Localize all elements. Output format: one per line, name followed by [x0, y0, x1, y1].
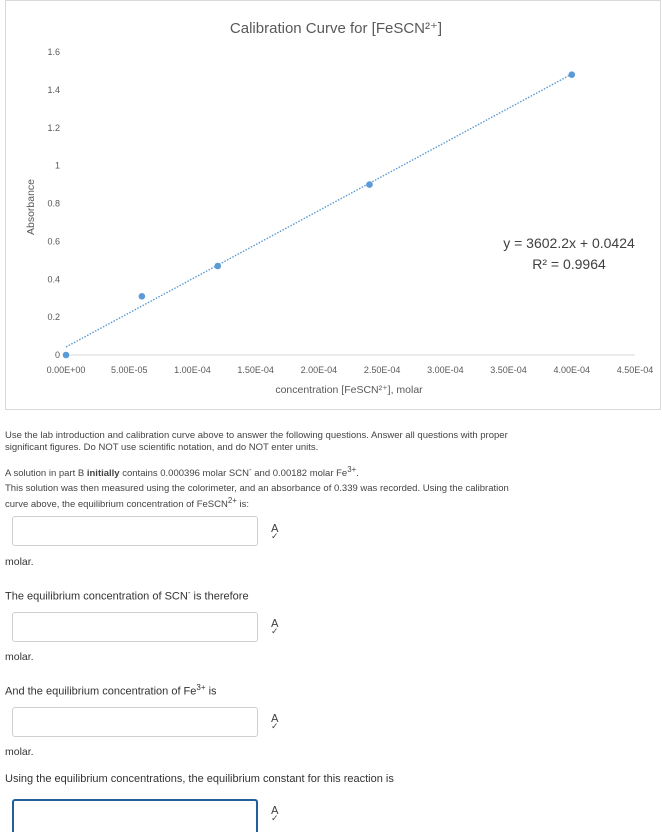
spellcheck-icon[interactable]: A ✓ — [271, 712, 279, 732]
question-k: Using the equilibrium concentrations, th… — [5, 773, 394, 785]
fe-charge: 3+ — [347, 465, 357, 474]
data-point — [366, 181, 373, 188]
question-scn: The equilibrium concentration of SCN- is… — [5, 587, 249, 603]
calibration-chart: Calibration Curve for [FeSCN²⁺] Absorban… — [5, 0, 661, 410]
x-tick-label: 2.50E-04 — [364, 365, 401, 375]
instructions-text: Use the lab introduction and calibration… — [5, 430, 508, 453]
question-scn-text-1: The equilibrium concentration of SCN — [5, 590, 188, 603]
fe-charge-2: 3+ — [196, 683, 206, 692]
spellcheck-icon[interactable]: A ✓ — [271, 617, 279, 637]
x-tick-label: 1.00E-04 — [174, 365, 211, 375]
part-b-text-1: A solution in part B — [5, 468, 87, 480]
answer-input-fescn[interactable] — [12, 516, 258, 546]
question-fe-text-1: And the equilibrium concentration of Fe — [5, 685, 197, 698]
y-tick-label: 1.4 — [47, 85, 60, 95]
spellcheck-icon[interactable]: A ✓ — [271, 804, 279, 824]
x-tick-label: 3.50E-04 — [490, 365, 527, 375]
chart-title: Calibration Curve for [FeSCN²⁺] — [230, 20, 442, 37]
x-axis-label: concentration [FeSCN²⁺], molar — [275, 384, 423, 396]
data-point — [62, 351, 70, 359]
x-tick-label: 3.00E-04 — [427, 365, 464, 375]
initially-emphasis: initially — [86, 468, 120, 480]
unit-label-1: molar. — [5, 556, 34, 568]
data-point — [138, 292, 146, 300]
y-tick-label: 0 — [55, 350, 60, 360]
part-b-text-4: . — [356, 468, 359, 480]
answer-input-k[interactable] — [12, 799, 258, 832]
unit-label-3: molar. — [5, 746, 34, 758]
answer-input-fe[interactable] — [12, 707, 258, 737]
x-tick-label: 2.00E-04 — [301, 365, 338, 375]
measurement-text: This solution was then measured using th… — [5, 483, 509, 511]
unit-label-2: molar. — [5, 651, 34, 663]
y-tick-label: 1 — [55, 161, 60, 171]
data-point — [568, 71, 576, 79]
x-tick-label: 0.00E+00 — [47, 365, 86, 375]
x-tick-label: 4.00E-04 — [554, 365, 591, 375]
x-tick-label: 4.50E-04 — [617, 365, 654, 375]
y-tick-label: 1.6 — [47, 47, 60, 57]
question-fe: And the equilibrium concentration of Fe3… — [5, 682, 217, 698]
y-tick-label: 0.2 — [47, 312, 60, 322]
scn-charge-2: - — [187, 588, 191, 597]
question-scn-text-2: is therefore — [190, 590, 249, 603]
data-point — [214, 262, 222, 270]
scn-charge: - — [248, 465, 252, 474]
trendline-equation: y = 3602.2x + 0.0424 — [503, 235, 635, 251]
part-b-text-3: and 0.00182 molar Fe — [251, 468, 348, 480]
measurement-end: is: — [236, 499, 249, 511]
y-tick-label: 1.2 — [47, 123, 60, 133]
question-fe-text-2: is — [205, 685, 217, 698]
y-tick-label: 0.6 — [47, 236, 60, 246]
y-tick-label: 0.4 — [47, 274, 60, 284]
fescn-charge: 2+ — [227, 496, 237, 505]
r-squared-label: R² = 0.9964 — [532, 256, 606, 272]
answer-input-scn[interactable] — [12, 612, 258, 642]
y-axis-label: Absorbance — [25, 179, 37, 235]
chart-svg: Calibration Curve for [FeSCN²⁺] Absorban… — [25, 20, 654, 396]
part-b-text-2: contains 0.000396 molar SCN — [119, 468, 249, 480]
trendline — [65, 73, 573, 348]
y-tick-label: 0.8 — [47, 199, 60, 209]
x-tick-label: 1.50E-04 — [237, 365, 274, 375]
spellcheck-icon[interactable]: A ✓ — [271, 522, 279, 542]
measurement-statement: This solution was then measured using th… — [5, 483, 515, 511]
x-tick-label: 5.00E-05 — [111, 365, 148, 375]
part-b-statement: A solution in part B initially contains … — [5, 464, 359, 480]
